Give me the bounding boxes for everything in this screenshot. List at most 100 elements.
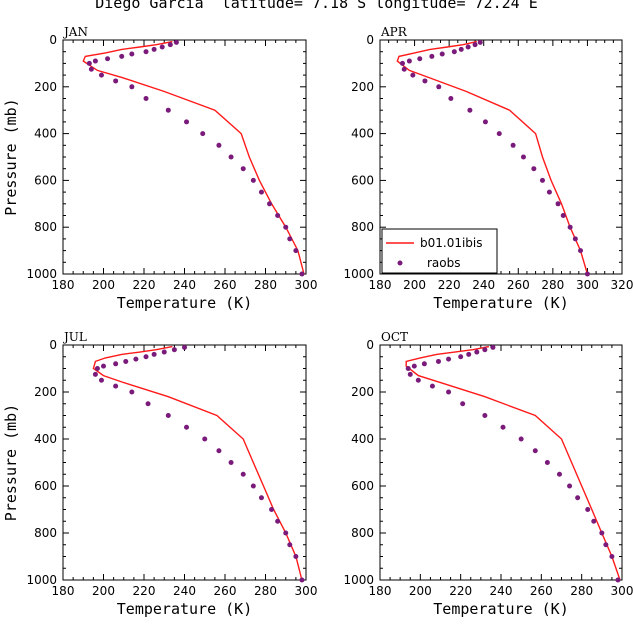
- raobs-point: [429, 53, 435, 59]
- y-axis-title: Pressure (mb): [2, 98, 20, 215]
- y-tick-label: 600: [351, 479, 374, 493]
- raobs-point: [165, 413, 171, 418]
- raobs-point: [477, 39, 483, 45]
- x-axis-title: Temperature (K): [433, 294, 568, 312]
- raobs-point: [567, 224, 573, 230]
- raobs-point: [467, 107, 473, 113]
- raobs-point: [143, 49, 149, 55]
- raobs-point: [129, 389, 135, 395]
- raobs-point: [544, 460, 550, 465]
- raobs-point: [446, 356, 452, 362]
- panel-jul: 180 200 220 240 260 280 300 0 200 400 600 800 1000 JU…: [2, 330, 317, 618]
- raobs-point: [123, 358, 129, 364]
- raobs-point: [458, 46, 464, 52]
- panel-title: OCT: [381, 330, 408, 344]
- x-tick-label: 300: [576, 278, 599, 292]
- x-tick-label: 240: [490, 584, 513, 598]
- panel-oct: 180 200 220 240 260 280 300 0 200 400 600 800 1000 OC…: [343, 330, 633, 618]
- raobs-point: [101, 363, 106, 369]
- y-tick-label: 800: [351, 220, 374, 234]
- figure-title: Diego Garcia latitude= 7.18 S longitude=…: [95, 0, 538, 12]
- panel-title: JUL: [62, 330, 87, 344]
- model-line: [405, 345, 621, 581]
- raobs-point: [88, 66, 94, 72]
- raobs-point: [591, 518, 597, 524]
- y-tick-label: 600: [34, 479, 57, 493]
- raobs-point: [466, 351, 472, 357]
- raobs-point: [184, 424, 190, 430]
- x-tick-label: 260: [214, 278, 237, 292]
- raobs-point: [143, 354, 149, 360]
- raobs-point: [417, 56, 423, 62]
- x-tick-label: 240: [472, 278, 495, 292]
- raobs-point: [560, 213, 566, 218]
- y-tick-label: 800: [34, 526, 57, 540]
- raobs-point: [520, 154, 526, 160]
- x-tick-label: 200: [92, 584, 115, 598]
- raobs-point: [240, 471, 246, 477]
- x-tick-label: 180: [52, 278, 75, 292]
- raobs-point: [113, 78, 119, 84]
- raobs-point: [578, 248, 584, 254]
- raobs-point: [603, 542, 609, 548]
- x-tick-label: 180: [369, 584, 392, 598]
- raobs-point: [490, 344, 496, 350]
- raobs-point: [539, 177, 545, 183]
- model-line: [396, 40, 589, 275]
- raobs-point: [129, 84, 135, 90]
- y-tick-label: 400: [351, 127, 374, 141]
- raobs-point: [585, 507, 591, 512]
- raobs-point: [496, 131, 502, 137]
- y-tick-label: 800: [351, 526, 374, 540]
- y-tick-label: 600: [34, 173, 57, 187]
- raobs-point: [240, 166, 246, 172]
- raobs-point: [287, 542, 293, 548]
- raobs-point: [405, 366, 411, 371]
- raobs-point: [451, 49, 457, 55]
- x-axis-title: Temperature (K): [433, 600, 568, 618]
- raobs-point: [133, 356, 139, 362]
- legend-box: [381, 228, 498, 274]
- raobs-point: [421, 361, 427, 367]
- raobs-point: [599, 530, 605, 536]
- raobs-point: [482, 413, 488, 418]
- y-tick-label: 1000: [26, 267, 57, 281]
- x-tick-label: 200: [409, 584, 432, 598]
- raobs-point: [216, 448, 222, 454]
- raobs-point: [202, 436, 208, 442]
- raobs-point: [151, 351, 157, 357]
- x-tick-label: 260: [214, 584, 237, 598]
- raobs-point: [113, 383, 119, 389]
- panel-jan: 180 200 220 240 260 280 300 0 200 400 600 800 1000 JA…: [2, 25, 317, 312]
- y-tick-label: 800: [34, 220, 57, 234]
- raobs-point: [283, 224, 289, 230]
- raobs-point: [429, 383, 435, 389]
- raobs-point: [283, 530, 289, 536]
- raobs-point: [446, 389, 452, 395]
- raobs-point: [173, 39, 179, 45]
- legend-obs-label: raobs: [427, 256, 461, 270]
- raobs-point: [161, 349, 167, 355]
- raobs-point: [250, 483, 256, 489]
- x-tick-label: 220: [438, 278, 461, 292]
- x-tick-label: 240: [173, 278, 196, 292]
- legend-model-label: b01.01ibis: [420, 236, 483, 250]
- raobs-point: [293, 248, 299, 254]
- x-tick-label: 180: [369, 278, 392, 292]
- raobs-point: [228, 460, 234, 465]
- x-tick-label: 220: [449, 584, 472, 598]
- raobs-point: [129, 51, 135, 57]
- x-tick-label: 220: [133, 584, 156, 598]
- raobs-point: [415, 377, 421, 383]
- raobs-point: [482, 119, 488, 125]
- raobs-point: [615, 577, 621, 583]
- raobs-point: [436, 84, 442, 90]
- raobs-point: [410, 72, 416, 78]
- raobs-point: [143, 96, 149, 101]
- x-tick-label: 300: [611, 584, 633, 598]
- raobs-point: [531, 166, 537, 172]
- raobs-point: [555, 201, 561, 207]
- raobs-point: [584, 271, 590, 277]
- x-tick-label: 240: [173, 584, 196, 598]
